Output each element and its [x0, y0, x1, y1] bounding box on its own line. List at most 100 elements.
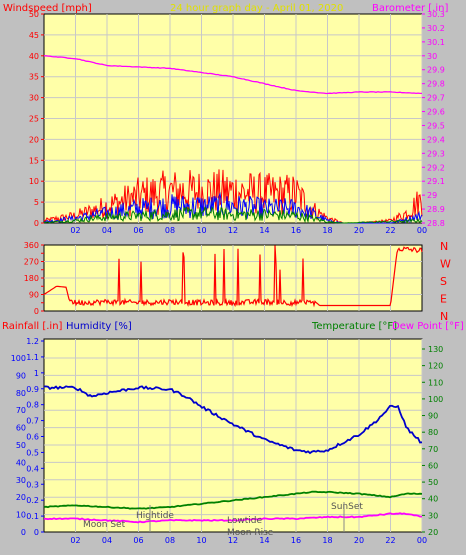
wind-xtick-label: 14 [259, 226, 269, 235]
barometer-tick-label: 29 [427, 191, 437, 200]
wind-direction-line [43, 245, 423, 308]
weather-xtick-label: 10 [196, 536, 206, 545]
direction-compass-label: N [440, 310, 448, 323]
direction-compass-label: N [440, 240, 448, 253]
temperature-tick-label: 80 [428, 428, 438, 437]
wind-xtick-label: 00 [417, 226, 427, 235]
wind-tick-label: 40 [29, 52, 39, 61]
rain-tick-label: 1 [34, 369, 39, 378]
annotation-low-tide: Lowtide [227, 516, 262, 526]
weather-xtick-label: 22 [385, 536, 395, 545]
rain-tick-label: 0.6 [26, 433, 39, 442]
weather-xtick-label: 00 [417, 536, 427, 545]
humidity-axis-title: Humidity [%] [66, 321, 132, 332]
wind-tick-label: 35 [29, 73, 39, 82]
barometer-axis-title: Barometer [.in] [372, 3, 448, 14]
wind-xtick-label: 08 [165, 226, 175, 235]
direction-tick-label: 0 [34, 307, 39, 316]
wind-tick-label: 5 [34, 198, 39, 207]
weather-xtick-label: 02 [70, 536, 80, 545]
direction-tick-label: 360 [24, 241, 39, 250]
humidity-tick-label: 40 [16, 458, 26, 467]
barometer-tick-label: 29.7 [427, 94, 445, 103]
temperature-tick-label: 70 [428, 445, 438, 454]
barometer-tick-label: 29.4 [427, 135, 445, 144]
wind-xtick-label: 18 [322, 226, 332, 235]
rain-tick-label: 0.8 [26, 401, 39, 410]
humidity-tick-label: 20 [16, 493, 26, 502]
temperature-tick-label: 130 [428, 345, 443, 354]
wind-xtick-label: 12 [228, 226, 238, 235]
wind-xtick-label: 16 [291, 226, 301, 235]
temperature-tick-label: 60 [428, 461, 438, 470]
wind-xtick-label: 06 [133, 226, 143, 235]
weather-xtick-label: 16 [291, 536, 301, 545]
barometer-tick-label: 29.6 [427, 108, 445, 117]
wind-xtick-label: 20 [354, 226, 364, 235]
rain-tick-label: 0.3 [26, 480, 39, 489]
direction-compass-label: S [440, 275, 447, 288]
temperature-tick-label: 110 [428, 378, 443, 387]
direction-tick-label: 180 [24, 274, 39, 283]
annotation-moon-set: Moon Set [83, 520, 126, 530]
wind-xtick-label: 02 [70, 226, 80, 235]
humidity-tick-label: 80 [16, 389, 26, 398]
barometer-line [43, 55, 422, 95]
rain-tick-label: 0.4 [26, 464, 39, 473]
rain-tick-label: 0.7 [26, 417, 39, 426]
weather-xtick-label: 18 [322, 536, 332, 545]
humidity-tick-label: 30 [16, 476, 26, 485]
barometer-tick-label: 30.1 [427, 38, 445, 47]
rain-tick-label: 0.5 [26, 448, 39, 457]
wind-xtick-label: 22 [385, 226, 395, 235]
direction-tick-label: 270 [24, 258, 39, 267]
barometer-tick-label: 28.8 [427, 219, 445, 228]
barometer-tick-label: 29.8 [427, 80, 445, 89]
wind-axis-title: Windspeed [mph] [3, 3, 92, 14]
weather-xtick-label: 08 [165, 536, 175, 545]
temperature-tick-label: 90 [428, 412, 438, 421]
temperature-tick-label: 100 [428, 395, 443, 404]
temperature-line [43, 490, 423, 510]
barometer-tick-label: 29.1 [427, 177, 445, 186]
direction-tick-label: 90 [29, 291, 39, 300]
wind-tick-label: 50 [29, 10, 39, 19]
barometer-tick-label: 29.3 [427, 149, 445, 158]
temperature-tick-label: 30 [428, 511, 438, 520]
temperature-axis-title: Temperature [°F] [311, 321, 397, 332]
rain-tick-label: 0.2 [26, 496, 39, 505]
humidity-tick-label: 50 [16, 441, 26, 450]
barometer-tick-label: 30 [427, 52, 437, 61]
rain-tick-label: 1.2 [26, 337, 39, 346]
barometer-tick-label: 29.5 [427, 121, 445, 130]
humidity-tick-label: 100 [11, 354, 26, 363]
annotation-moon-rise: Moon Rise [227, 528, 274, 538]
temperature-tick-label: 50 [428, 478, 438, 487]
wind-series-2 [43, 205, 423, 224]
weather-xtick-label: 04 [102, 536, 112, 545]
humidity-tick-label: 70 [16, 406, 26, 415]
wind-xtick-label: 10 [196, 226, 206, 235]
humidity-tick-label: 0 [21, 528, 26, 537]
rain-tick-label: 1.1 [26, 353, 39, 362]
direction-compass-label: W [440, 258, 451, 271]
wind-tick-label: 25 [29, 115, 39, 124]
rainfall-axis-title: Rainfall [.in] [2, 321, 63, 332]
annotation-sunset: SunSet [331, 502, 363, 512]
weather-xtick-label: 14 [259, 536, 269, 545]
wind-tick-label: 45 [29, 31, 39, 40]
rain-tick-label: 0.1 [26, 512, 39, 521]
wind-tick-label: 30 [29, 94, 39, 103]
rain-tick-label: 0 [34, 528, 39, 537]
barometer-tick-label: 29.9 [427, 66, 445, 75]
barometer-tick-label: 30.3 [427, 10, 445, 19]
temperature-tick-label: 120 [428, 362, 443, 371]
barometer-tick-label: 28.9 [427, 205, 445, 214]
barometer-tick-label: 29.2 [427, 163, 445, 172]
humidity-tick-label: 90 [16, 371, 26, 380]
humidity-tick-label: 60 [16, 424, 26, 433]
humidity-line [43, 385, 423, 455]
weather-xtick-label: 06 [133, 536, 143, 545]
barometer-tick-label: 30.2 [427, 24, 445, 33]
